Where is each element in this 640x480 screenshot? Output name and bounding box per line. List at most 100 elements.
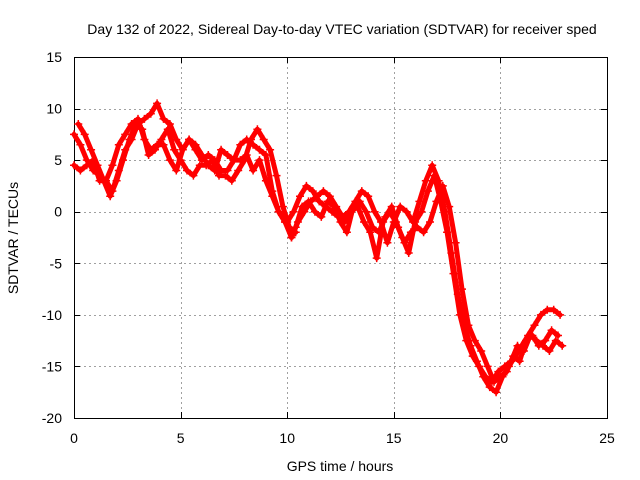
data-point-marker — [547, 326, 556, 335]
data-point-marker — [223, 151, 232, 159]
data-point-marker — [502, 367, 511, 376]
data-point-marker — [462, 336, 471, 345]
data-point-marker — [451, 238, 460, 247]
y-tick-label: 10 — [46, 101, 62, 117]
data-point-marker — [411, 218, 420, 226]
data-point-marker — [76, 140, 85, 149]
data-point-marker — [458, 285, 466, 294]
data-point-marker — [438, 181, 447, 190]
data-point-marker — [515, 357, 524, 366]
data-point-marker — [99, 176, 108, 185]
data-point-marker — [259, 135, 268, 144]
data-point-marker — [417, 207, 426, 216]
data-point-marker — [176, 156, 185, 165]
data-point-marker — [541, 336, 550, 345]
data-point-marker — [481, 372, 490, 381]
data-point-marker — [443, 228, 452, 237]
data-point-marker — [556, 310, 565, 319]
data-point-marker — [364, 192, 373, 201]
data-point-marker — [445, 202, 454, 211]
x-tick-label: 5 — [177, 430, 185, 446]
data-point-marker — [159, 114, 168, 123]
data-point-marker — [355, 197, 364, 206]
data-point-marker — [315, 197, 324, 206]
data-point-marker — [249, 166, 258, 175]
data-point-marker — [319, 187, 328, 196]
data-point-marker — [138, 125, 147, 134]
data-point-marker — [323, 197, 332, 206]
data-point-marker — [266, 145, 275, 154]
series-line — [293, 183, 561, 385]
data-point-marker — [144, 151, 153, 159]
data-point-marker — [494, 367, 503, 376]
chart-title: Day 132 of 2022, Sidereal Day-to-day VTE… — [87, 21, 596, 37]
data-point-marker — [165, 120, 174, 128]
data-point-marker — [421, 176, 430, 185]
data-point-marker — [217, 145, 226, 154]
data-point-marker — [509, 352, 518, 361]
data-point-marker — [317, 212, 326, 221]
data-point-marker — [302, 181, 311, 190]
data-point-marker — [274, 207, 283, 216]
data-point-marker — [291, 223, 300, 232]
series-track-6 — [291, 181, 562, 386]
data-point-marker — [383, 238, 392, 247]
data-point-marker — [255, 145, 264, 154]
data-point-marker — [289, 207, 298, 216]
data-point-marker — [112, 176, 121, 185]
data-point-marker — [357, 187, 366, 196]
data-point-marker — [534, 341, 543, 350]
data-point-marker — [522, 336, 530, 345]
x-tick-label: 25 — [599, 430, 615, 446]
data-point-marker — [183, 166, 191, 175]
plot-frame — [74, 57, 608, 419]
data-point-marker — [415, 197, 424, 206]
data-point-marker — [298, 202, 307, 211]
data-point-marker — [93, 161, 102, 170]
data-point-marker — [272, 171, 281, 180]
data-point-marker — [221, 171, 230, 180]
data-point-marker — [455, 310, 464, 319]
data-point-marker — [278, 202, 287, 211]
data-point-marker — [304, 197, 313, 206]
data-point-marker — [366, 228, 375, 237]
data-point-marker — [545, 347, 554, 355]
x-tick-label: 15 — [386, 430, 402, 446]
y-tick-label: -5 — [50, 255, 63, 271]
data-point-marker — [76, 166, 85, 175]
axis-ticks: 0 5 10 15 20 25 -20 -15 -10 -5 0 5 10 15 — [42, 49, 615, 446]
data-point-marker — [528, 331, 537, 340]
y-tick-label: 15 — [46, 49, 62, 65]
data-point-marker — [513, 341, 522, 350]
data-point-marker — [70, 161, 78, 170]
data-point-marker — [396, 202, 405, 211]
data-point-marker — [381, 212, 390, 221]
y-tick-label: -15 — [42, 358, 62, 374]
data-point-marker — [261, 176, 270, 185]
data-point-marker — [255, 156, 264, 165]
data-point-marker — [404, 249, 413, 257]
data-point-marker — [428, 161, 437, 170]
data-point-marker — [119, 156, 127, 165]
data-point-marker — [368, 223, 377, 232]
y-tick-label: 0 — [54, 204, 62, 220]
data-point-marker — [394, 223, 403, 232]
data-point-marker — [253, 125, 262, 134]
data-point-marker — [151, 145, 159, 154]
data-point-marker — [178, 145, 187, 154]
data-point-marker — [108, 161, 117, 170]
data-point-marker — [464, 321, 473, 330]
x-tick-label: 10 — [279, 430, 295, 446]
data-point-marker — [372, 254, 381, 263]
data-point-marker — [449, 269, 458, 278]
data-point-marker — [121, 130, 130, 139]
data-point-marker — [157, 135, 166, 144]
data-point-marker — [549, 305, 558, 314]
data-point-marker — [362, 207, 371, 216]
data-point-marker — [236, 140, 245, 149]
data-point-marker — [134, 114, 142, 123]
data-point-marker — [247, 135, 255, 144]
data-point-marker — [496, 372, 505, 381]
data-point-marker — [172, 135, 181, 144]
data-point-marker — [430, 171, 439, 180]
